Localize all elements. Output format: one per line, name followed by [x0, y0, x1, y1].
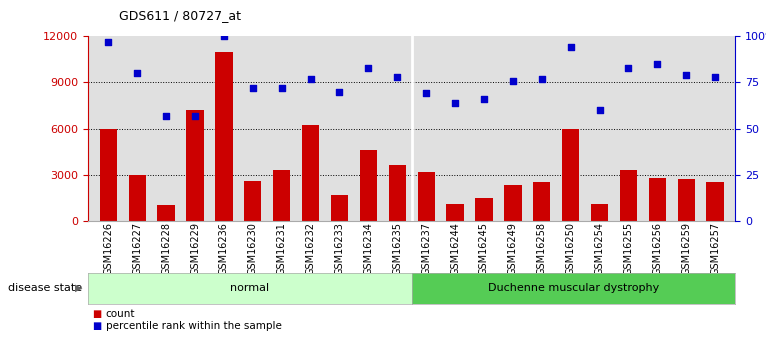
Bar: [417, 171, 435, 221]
Text: ▶: ▶: [75, 283, 83, 293]
Point: [131, 70, 143, 76]
Point: [218, 33, 230, 39]
Bar: [100, 128, 117, 221]
Point: [391, 74, 404, 80]
Point: [362, 65, 375, 70]
Point: [304, 76, 316, 81]
Point: [622, 65, 634, 70]
Text: disease state: disease state: [8, 283, 82, 293]
Bar: [215, 52, 233, 221]
Bar: [533, 183, 551, 221]
Bar: [273, 170, 290, 221]
Point: [160, 113, 172, 118]
Text: normal: normal: [231, 283, 270, 293]
Text: count: count: [106, 309, 136, 319]
Point: [189, 113, 201, 118]
Bar: [504, 185, 522, 221]
Bar: [475, 198, 493, 221]
Text: ■: ■: [92, 309, 101, 319]
Bar: [706, 183, 724, 221]
Text: ■: ■: [92, 321, 101, 331]
Point: [420, 91, 432, 96]
Bar: [158, 205, 175, 221]
Bar: [244, 181, 261, 221]
Bar: [562, 128, 579, 221]
Point: [535, 76, 548, 81]
Bar: [678, 179, 695, 221]
Point: [594, 107, 606, 113]
Point: [565, 45, 577, 50]
Bar: [649, 178, 666, 221]
Point: [507, 78, 519, 83]
Bar: [360, 150, 377, 221]
Point: [680, 72, 692, 78]
Point: [651, 61, 663, 67]
Bar: [186, 110, 204, 221]
Point: [247, 85, 259, 91]
Bar: [388, 166, 406, 221]
Point: [449, 100, 461, 106]
Bar: [129, 175, 146, 221]
Text: percentile rank within the sample: percentile rank within the sample: [106, 321, 282, 331]
Text: GDS611 / 80727_at: GDS611 / 80727_at: [119, 9, 241, 22]
Bar: [591, 204, 608, 221]
Point: [709, 74, 722, 80]
Bar: [620, 170, 637, 221]
Point: [102, 39, 114, 45]
Bar: [447, 204, 463, 221]
Bar: [302, 126, 319, 221]
Point: [478, 96, 490, 102]
Point: [333, 89, 345, 94]
Text: Duchenne muscular dystrophy: Duchenne muscular dystrophy: [488, 283, 660, 293]
Bar: [331, 195, 349, 221]
Point: [276, 85, 288, 91]
